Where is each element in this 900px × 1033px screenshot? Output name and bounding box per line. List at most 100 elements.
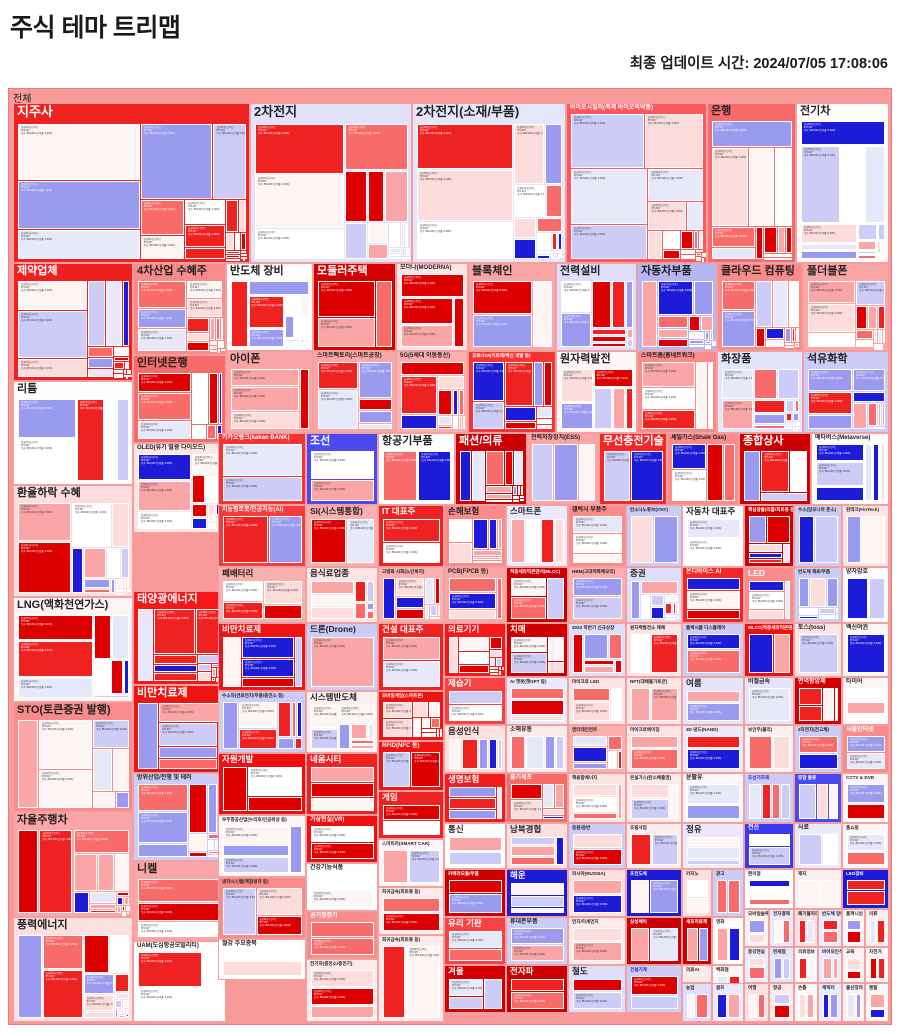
- treemap-group[interactable]: 플렉시블 디스플레이 삼성바이오로직스 871,527 종가: 863,000 (…: [682, 623, 744, 677]
- treemap-group[interactable]: 증권: [626, 567, 682, 623]
- treemap-stock-tile[interactable]: [614, 659, 622, 673]
- treemap-stock-tile[interactable]: 삼성바이오로직스 871,527 종가: 863,000 (등락률: 0.00%…: [76, 399, 104, 481]
- treemap-group[interactable]: 엔터테인먼트: [568, 725, 626, 773]
- treemap-stock-tile[interactable]: [555, 784, 564, 809]
- treemap-stock-tile[interactable]: [764, 226, 778, 254]
- treemap-stock-tile[interactable]: 삼성바이오로직스 871,527 종가: 863,000 (등락률: 0.00%…: [561, 402, 593, 429]
- treemap-stock-tile[interactable]: [218, 341, 221, 348]
- treemap-stock-tile[interactable]: 삼성바이오로직스 871,527 종가: 863,000 (등락률: 0.00%…: [687, 519, 740, 539]
- treemap-stock-tile[interactable]: [449, 880, 502, 893]
- treemap-stock-tile[interactable]: [245, 257, 248, 260]
- treemap-group[interactable]: 바이오인식: [818, 947, 842, 983]
- treemap-group[interactable]: 골프: [712, 983, 744, 1022]
- treemap-stock-tile[interactable]: [756, 281, 772, 328]
- treemap-group[interactable]: UAM(도심항공모빌리티) 삼성바이오로직스 871,527 종가: 863,00…: [133, 941, 226, 1022]
- treemap-stock-tile[interactable]: [642, 281, 657, 347]
- treemap-stock-tile[interactable]: [783, 958, 790, 979]
- treemap-stock-tile[interactable]: [478, 739, 489, 769]
- treemap-stock-tile[interactable]: [707, 444, 724, 501]
- treemap-stock-tile[interactable]: 삼성바이오로직스 871,527 종가: 863,000 (등락률: 0.00%…: [417, 124, 514, 169]
- treemap-stock-tile[interactable]: [311, 782, 374, 798]
- treemap-stock-tile[interactable]: [676, 602, 679, 615]
- treemap-stock-tile[interactable]: [402, 256, 405, 259]
- treemap-stock-tile[interactable]: 삼성바이오로직스 871,527 종가: 863,000 (등락률: 0.00%…: [39, 830, 73, 913]
- treemap-stock-tile[interactable]: [497, 739, 502, 769]
- treemap-stock-tile[interactable]: [858, 250, 877, 255]
- treemap-stock-tile[interactable]: 삼성바이오로직스 871,527 종가: 863,000 (등락률: 0.00%…: [749, 592, 784, 609]
- treemap-stock-tile[interactable]: 삼성바이오로직스 871,527 종가: 863,000 (등락률: 0.00%…: [239, 702, 278, 729]
- treemap-stock-tile[interactable]: [687, 880, 708, 897]
- treemap-group[interactable]: 카메라모듈/부품 삼성바이오로직스 871,527 종가: 863,000 (등락…: [444, 869, 506, 917]
- treemap-stock-tile[interactable]: [784, 328, 791, 343]
- treemap-stock-tile[interactable]: [505, 422, 537, 429]
- treemap-stock-tile[interactable]: [753, 399, 785, 414]
- treemap-stock-tile[interactable]: [248, 281, 309, 296]
- treemap-group[interactable]: 드론(Drone) 삼성바이오로직스 871,527 종가: 863,000 (등…: [306, 623, 378, 691]
- treemap-stock-tile[interactable]: [497, 578, 502, 619]
- treemap-stock-tile[interactable]: [784, 581, 790, 619]
- treemap-stock-tile[interactable]: [878, 224, 885, 240]
- treemap-stock-tile[interactable]: [358, 424, 392, 429]
- treemap-stock-tile[interactable]: [311, 798, 374, 811]
- treemap-stock-tile[interactable]: 삼성바이오로직스 871,527 종가: 863,000 (등락률: 0.00%…: [573, 849, 622, 865]
- treemap-stock-tile[interactable]: [792, 413, 799, 421]
- treemap-stock-tile[interactable]: [657, 315, 689, 329]
- treemap-stock-tile[interactable]: [799, 784, 816, 819]
- treemap-stock-tile[interactable]: 삼성바이오로직스 871,527 종가: 863,000 (등락률: 0.00%…: [511, 944, 564, 961]
- treemap-stock-tile[interactable]: [525, 519, 540, 563]
- treemap-stock-tile[interactable]: [437, 729, 440, 737]
- treemap-stock-tile[interactable]: [841, 146, 864, 224]
- treemap-stock-tile[interactable]: [243, 253, 246, 257]
- treemap-stock-tile[interactable]: [701, 315, 713, 331]
- treemap-stock-tile[interactable]: [87, 358, 114, 368]
- treemap-stock-tile[interactable]: [311, 874, 374, 889]
- treemap-group[interactable]: 화장품 삼성바이오로직스 871,527 종가: 863,000 (등락률: 0.…: [717, 351, 803, 433]
- treemap-stock-tile[interactable]: 삼성바이오로직스 871,527 종가: 863,000 (등락률: 0.00%…: [801, 146, 841, 224]
- treemap-group[interactable]: 세포치료제: [682, 917, 712, 965]
- treemap-group[interactable]: 타이어: [842, 677, 889, 725]
- treemap-stock-tile[interactable]: [641, 581, 678, 594]
- treemap-stock-tile[interactable]: [705, 331, 710, 341]
- treemap-stock-tile[interactable]: [338, 724, 350, 749]
- treemap-group[interactable]: 아이폰 삼성바이오로직스 871,527 종가: 863,000 (등락률: 0.…: [226, 351, 313, 433]
- treemap-stock-tile[interactable]: 삼성바이오로직스 871,527 종가: 863,000 (등락률: 0.00%…: [18, 124, 140, 180]
- treemap-stock-tile[interactable]: 삼성바이오로직스 871,527 종가: 863,000 (등락률: 0.00%…: [311, 889, 374, 907]
- treemap-stock-tile[interactable]: [401, 415, 438, 429]
- treemap-stock-tile[interactable]: [223, 702, 239, 749]
- treemap-stock-tile[interactable]: 삼성바이오로직스 871,527 종가: 863,000 (등락률: 0.00%…: [195, 609, 222, 654]
- treemap-stock-tile[interactable]: [631, 581, 641, 619]
- treemap-stock-tile[interactable]: 삼성바이오로직스 871,527 종가: 863,000 (등락률: 0.00%…: [223, 581, 263, 602]
- treemap-stock-tile[interactable]: [208, 840, 215, 851]
- treemap-group[interactable]: 전기차(충전소/충전기) 삼성바이오로직스 871,527 종가: 863,000…: [306, 959, 378, 1022]
- treemap-stock-tile[interactable]: [489, 637, 502, 650]
- treemap-group[interactable]: 생명보험: [444, 773, 506, 823]
- treemap-stock-tile[interactable]: 삼성바이오로직스 871,527 종가: 863,000 (등락률: 0.00%…: [573, 894, 622, 913]
- treemap-stock-tile[interactable]: [521, 498, 524, 501]
- treemap-stock-tile[interactable]: 삼성바이오로직스 871,527 종가: 863,000 (등락률: 0.00%…: [712, 226, 755, 248]
- treemap-stock-tile[interactable]: [285, 338, 301, 342]
- treemap-stock-tile[interactable]: [868, 306, 878, 329]
- treemap-group[interactable]: 철도 삼성바이오로직스 871,527 종가: 863,000 (등락률: 0.0…: [568, 965, 626, 1013]
- treemap-stock-tile[interactable]: [558, 232, 562, 250]
- treemap-stock-tile[interactable]: [226, 200, 238, 232]
- treemap-stock-tile[interactable]: [790, 451, 807, 492]
- treemap-stock-tile[interactable]: 삼성바이오로직스 871,527 종가: 863,000 (등락률: 0.00%…: [417, 221, 514, 259]
- treemap-stock-tile[interactable]: 삼성바이오로직스 871,527 종가: 863,000 (등락률: 0.00%…: [138, 811, 189, 843]
- treemap-stock-tile[interactable]: [544, 124, 562, 184]
- treemap-stock-tile[interactable]: [208, 784, 217, 834]
- treemap-stock-tile[interactable]: [749, 558, 783, 563]
- treemap-group[interactable]: 온디바이스 AI 삼성바이오로직스 871,527 종가: 863,000 (등락…: [682, 567, 744, 623]
- treemap-group[interactable]: 스마트폰: [506, 505, 568, 567]
- treemap-stock-tile[interactable]: 삼성바이오로직스 871,527 종가: 863,000 (등락률: 0.00%…: [749, 847, 790, 865]
- treemap-stock-tile[interactable]: [835, 607, 838, 613]
- treemap-stock-tile[interactable]: [301, 344, 304, 347]
- treemap-group[interactable]: 제습기 삼성바이오로직스 871,527 종가: 863,000 (등락률: 0.…: [444, 677, 506, 725]
- treemap-stock-tile[interactable]: [285, 315, 295, 338]
- treemap-group[interactable]: 바이오시밀러(복제 바이오의약품) 삼성바이오로직스 871,527 종가: 86…: [566, 103, 707, 263]
- treemap-stock-tile[interactable]: [694, 281, 713, 315]
- treemap-stock-tile[interactable]: [126, 911, 129, 914]
- treemap-stock-tile[interactable]: 삼성바이오로직스 871,527 종가: 863,000 (등락률: 0.00%…: [722, 310, 756, 347]
- treemap-stock-tile[interactable]: [687, 736, 740, 749]
- treemap-stock-tile[interactable]: 삼성바이오로직스 871,527 종가: 863,000 (등락률: 0.00%…: [256, 888, 302, 916]
- treemap-stock-tile[interactable]: 삼성바이오로직스 871,527 종가: 863,000 (등락률: 0.00%…: [505, 362, 534, 407]
